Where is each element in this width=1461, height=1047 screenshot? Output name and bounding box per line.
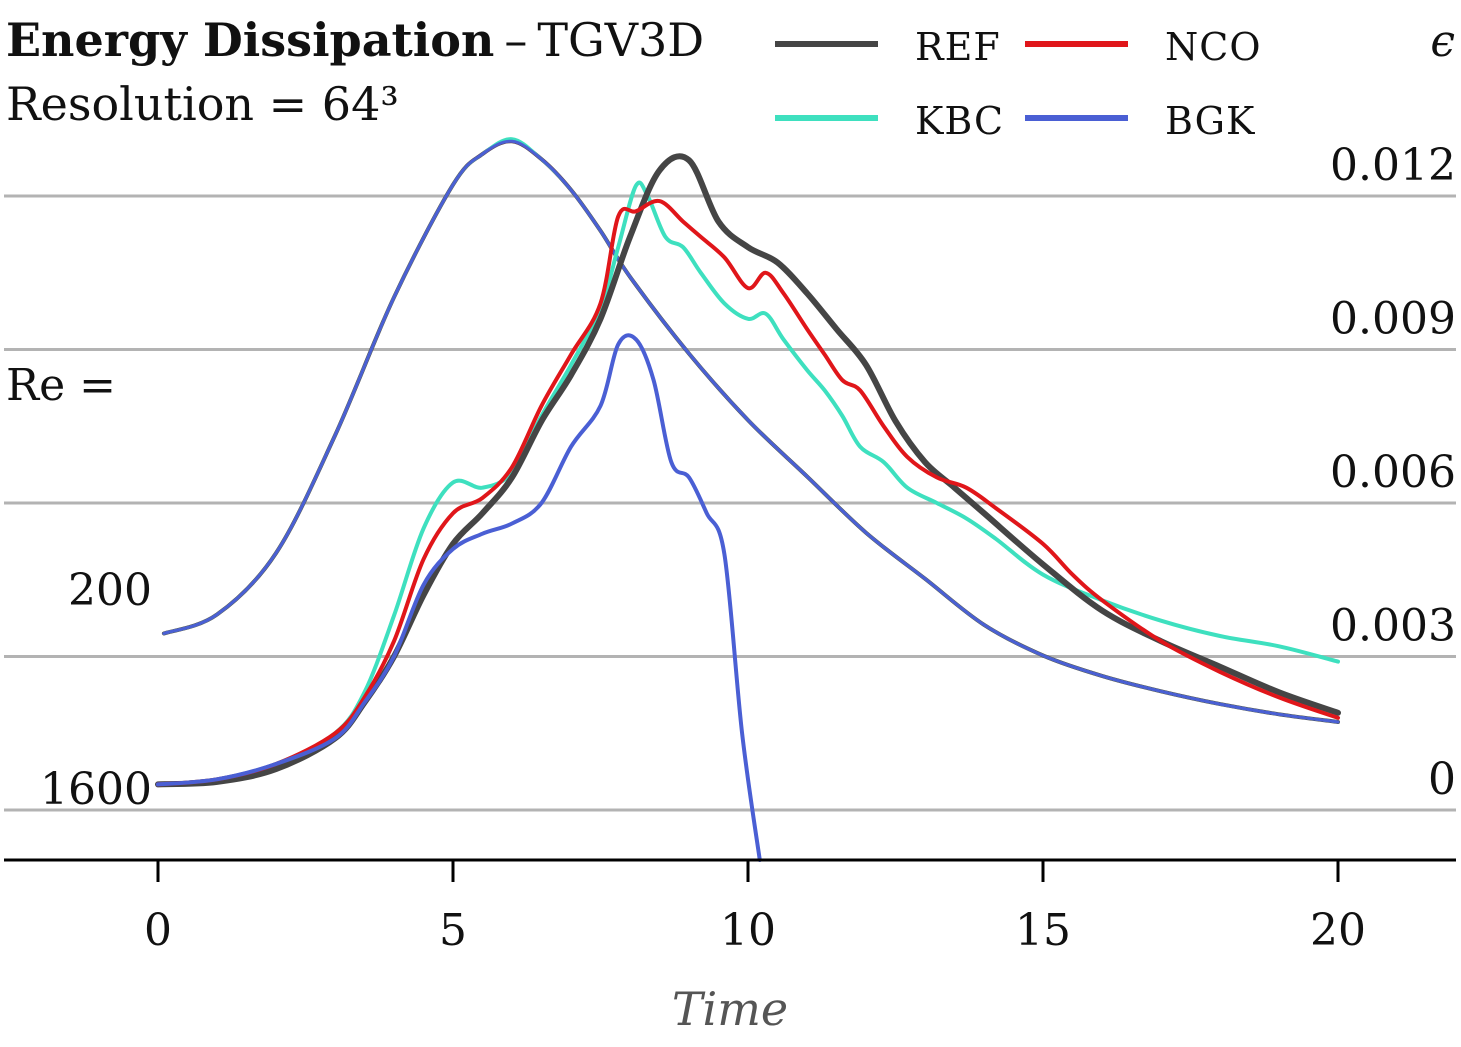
x-tick-label-4: 20 xyxy=(1310,905,1366,956)
re-group-labels: 200 1600 xyxy=(40,565,152,815)
x-tick-label-3: 15 xyxy=(1015,905,1071,956)
legend-label-bgk: BGK xyxy=(1165,99,1255,143)
x-axis-label: Time xyxy=(672,982,788,1036)
series-line-re200-ref xyxy=(161,139,1340,724)
y-tick-label-2: 0.006 xyxy=(1330,447,1456,498)
series-line-re200-kbc xyxy=(162,137,1340,724)
legend-label-nco: NCO xyxy=(1165,25,1261,69)
x-tick-label-2: 10 xyxy=(720,905,776,956)
y-tick-label-3: 0.009 xyxy=(1330,294,1456,345)
series-line-re1600-kbc xyxy=(156,180,1340,787)
legend: REF NCO KBC BGK xyxy=(775,25,1261,143)
legend-label-ref: REF xyxy=(915,25,1001,69)
x-tick-label-0: 0 xyxy=(144,905,172,956)
grid-lines xyxy=(4,194,1456,812)
y-tick-label-1: 0.003 xyxy=(1330,601,1456,652)
y-axis-label: ϵ xyxy=(1430,16,1455,67)
series-line-re200-bgk xyxy=(162,139,1340,724)
series-line-re1600-bgk xyxy=(156,333,762,862)
y-tick-label-4: 0.012 xyxy=(1330,140,1456,191)
chart-title: Energy Dissipation – TGV3D xyxy=(6,13,704,67)
re-label: Re = xyxy=(6,360,116,411)
tick-labels: 0 0.003 0.006 0.009 0.012 0 5 10 15 20 xyxy=(144,140,1456,956)
x-tick-label-1: 5 xyxy=(439,905,467,956)
re-group-label-1600: 1600 xyxy=(40,764,152,815)
series-line-re200-nco xyxy=(162,139,1340,724)
series-line-re1600-nco xyxy=(156,198,1340,787)
legend-label-kbc: KBC xyxy=(915,99,1004,143)
re-group-label-200: 200 xyxy=(68,565,152,616)
series-lines xyxy=(155,137,1341,862)
y-tick-label-0: 0 xyxy=(1428,754,1456,805)
resolution-label: Resolution = 64³ xyxy=(6,77,399,131)
